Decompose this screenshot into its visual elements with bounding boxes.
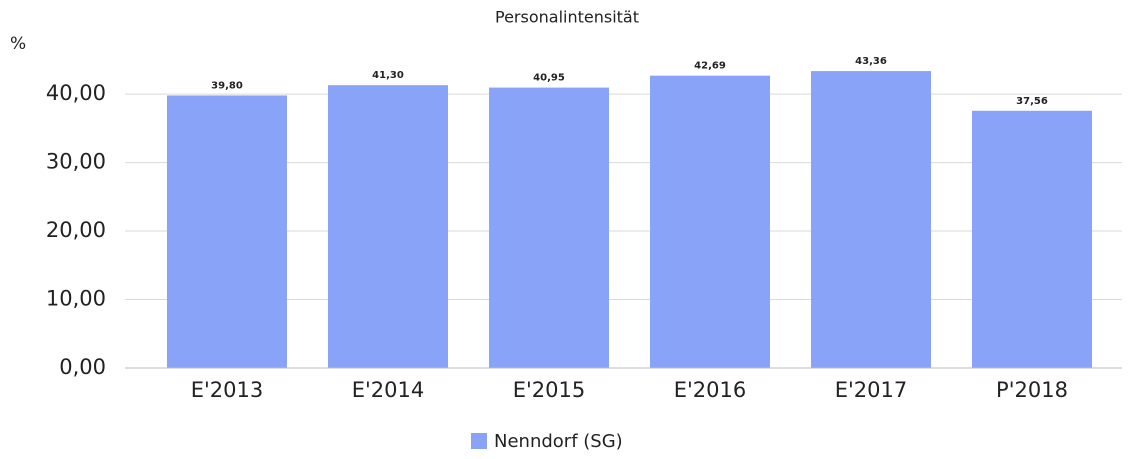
data-label: 40,95 (533, 73, 565, 84)
x-tick-label: P'2018 (996, 378, 1068, 402)
data-label: 37,56 (1016, 96, 1048, 107)
y-tick-label: 20,00 (46, 218, 106, 242)
data-label: 39,80 (211, 80, 243, 91)
x-tick-label: E'2015 (513, 378, 586, 402)
bar (167, 95, 287, 369)
y-axis-label: % (10, 34, 26, 54)
bar (328, 85, 448, 368)
data-label: 42,69 (694, 61, 726, 72)
bar (489, 87, 609, 369)
y-tick-label: 30,00 (46, 150, 106, 174)
chart-title: Personalintensität (495, 8, 639, 27)
y-tick-label: 40,00 (46, 81, 106, 105)
bar (972, 110, 1092, 368)
data-label: 43,36 (855, 56, 887, 67)
bar (650, 75, 770, 368)
y-tick-label: 10,00 (46, 287, 106, 311)
x-tick-label: E'2016 (674, 378, 747, 402)
x-tick-label: E'2013 (191, 378, 264, 402)
legend-swatch (471, 433, 487, 449)
x-tick-label: E'2017 (835, 378, 908, 402)
bar (811, 71, 931, 369)
x-tick-label: E'2014 (352, 378, 425, 402)
y-tick-label: 0,00 (59, 355, 106, 379)
legend-label: Nenndorf (SG) (494, 431, 623, 452)
data-label: 41,30 (372, 70, 404, 81)
